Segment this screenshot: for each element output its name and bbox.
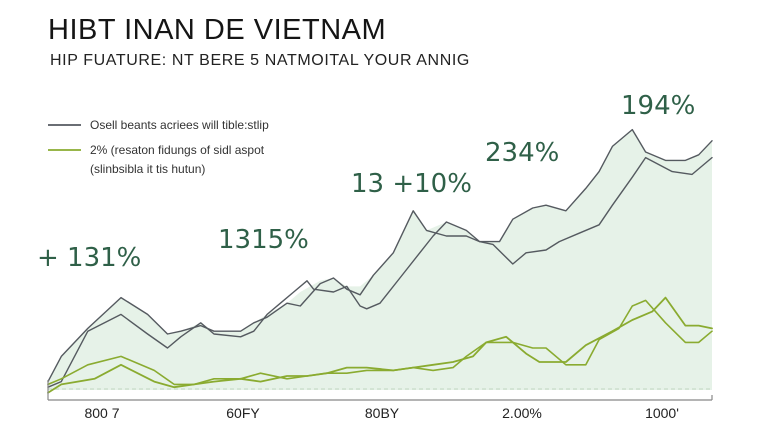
chart-title: HIBT INAN DE VIETNAM: [48, 14, 387, 46]
area-fill: [48, 129, 712, 390]
x-tick-label: 1000': [645, 405, 679, 421]
legend-label: 2% (resaton fidungs of sidl aspot: [90, 143, 265, 157]
annotation-label: 194%: [621, 91, 695, 121]
annotation-label: 13 +10%: [351, 169, 472, 199]
x-tick-label: 60FY: [226, 405, 260, 421]
x-tick-label: 80BY: [365, 405, 400, 421]
annotation-label: 1315%: [218, 225, 309, 255]
chart-subtitle: HIP FUATURE: NT BERE 5 NATMOITAL YOUR AN…: [50, 52, 470, 69]
x-axis: 800 7 60FY 80BY 2.00% 1000': [47, 380, 713, 421]
legend-label: (slinbsibla it tis hutun): [90, 162, 205, 176]
annotation-label: 234%: [485, 138, 559, 168]
series-line-2: [47, 128, 713, 383]
x-tick-label: 2.00%: [502, 405, 542, 421]
annotations: 194% 234% 13 +10% 1315% + 131%: [37, 91, 695, 273]
plot-area: [47, 128, 713, 394]
x-tick-label: 800 7: [84, 405, 119, 421]
series-line-4: [47, 299, 713, 386]
legend: Osell beants acriees will tible:stlip 2% …: [48, 118, 269, 176]
annotation-label: + 131%: [37, 243, 141, 273]
legend-label: Osell beants acriees will tible:stlip: [90, 118, 269, 132]
